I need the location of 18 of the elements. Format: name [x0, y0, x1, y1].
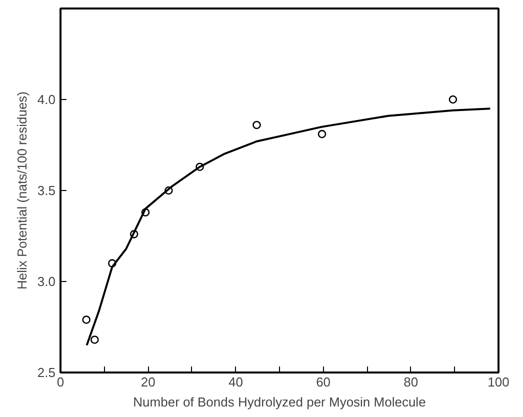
x-tick-label: 100 [488, 374, 510, 390]
y-tick-label: 2.5 [37, 365, 56, 380]
x-tick-label: 20 [140, 374, 156, 390]
x-tick-label: 80 [404, 374, 418, 390]
x-tick-label: 40 [228, 374, 243, 390]
line-series [86, 108, 492, 346]
point [90, 336, 99, 344]
point [82, 316, 90, 324]
x-tick-label: 60 [316, 374, 331, 390]
x-axis-title: Number of Bonds Hydrolyzed per Myosin Molecule [133, 394, 426, 410]
y-axis-title: Helix Potential (nats/100 residues) [14, 91, 30, 290]
y-tick-label: 4.0 [37, 92, 56, 107]
point [318, 130, 326, 138]
y-tick-label: 3.5 [37, 183, 56, 198]
point [252, 120, 261, 130]
x-tick-label: 0 [56, 374, 64, 390]
y-tick-label: 3.0 [37, 274, 56, 289]
point [448, 95, 458, 104]
